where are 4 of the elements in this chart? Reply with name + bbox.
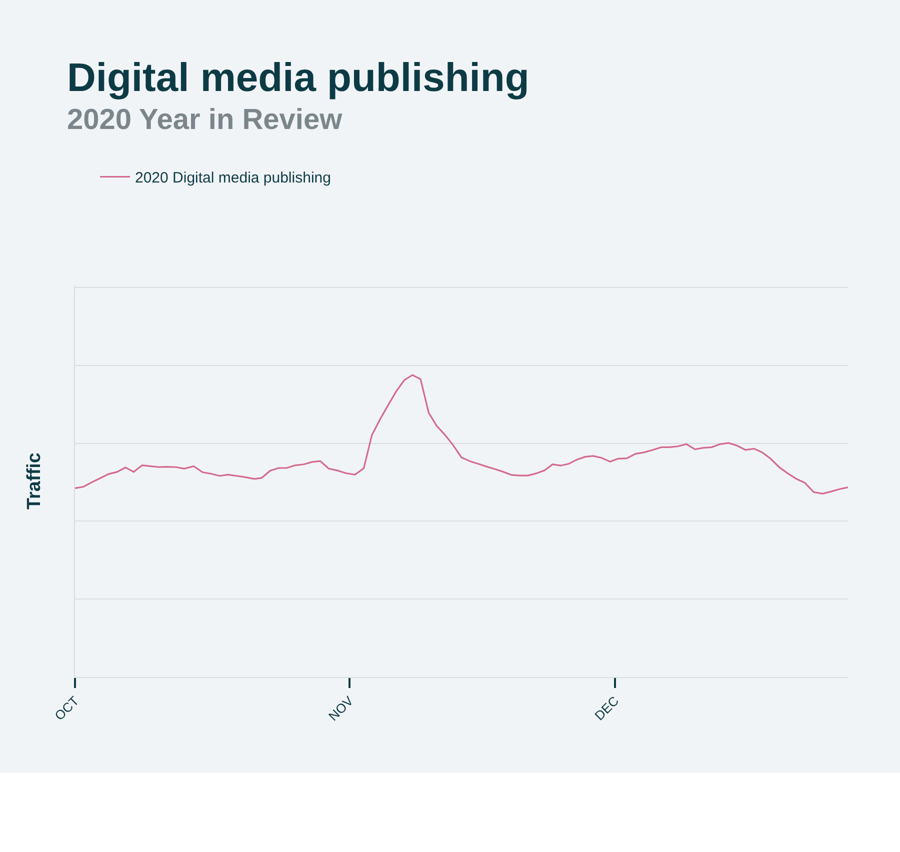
y-axis-title: Traffic xyxy=(24,452,45,510)
legend-label: 2020 Digital media publishing xyxy=(135,170,331,187)
chart-title: Digital media publishing xyxy=(67,56,530,100)
chart-subtitle: 2020 Year in Review xyxy=(67,104,343,136)
